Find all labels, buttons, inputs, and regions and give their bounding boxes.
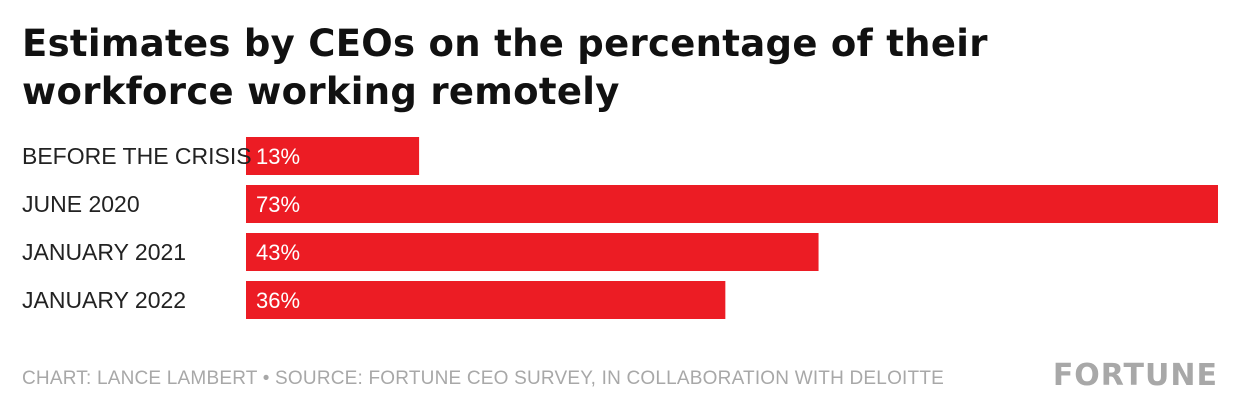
chart-source-credit: CHART: LANCE LAMBERT • SOURCE: FORTUNE C…: [22, 368, 945, 389]
bar-3: [246, 281, 726, 319]
category-label-2: JANUARY 2021: [22, 239, 186, 265]
value-label-1: 73%: [256, 192, 300, 217]
value-label-0: 13%: [256, 144, 300, 169]
category-label-3: JANUARY 2022: [22, 287, 186, 313]
bar-0: [246, 137, 420, 175]
value-label-2: 43%: [256, 240, 300, 265]
category-label-1: JUNE 2020: [22, 191, 140, 217]
category-label-0: BEFORE THE CRISIS: [22, 143, 252, 169]
fortune-logo: FORTUNE: [1052, 358, 1218, 393]
chart-title-line-2: workforce working remotely: [22, 70, 620, 113]
value-label-3: 36%: [256, 288, 300, 313]
bar-2: [246, 233, 819, 271]
bar-1: [246, 185, 1218, 223]
chart-title: Estimates by CEOs on the percentage of t…: [22, 20, 1202, 116]
chart-title-line-1: Estimates by CEOs on the percentage of t…: [22, 22, 988, 65]
